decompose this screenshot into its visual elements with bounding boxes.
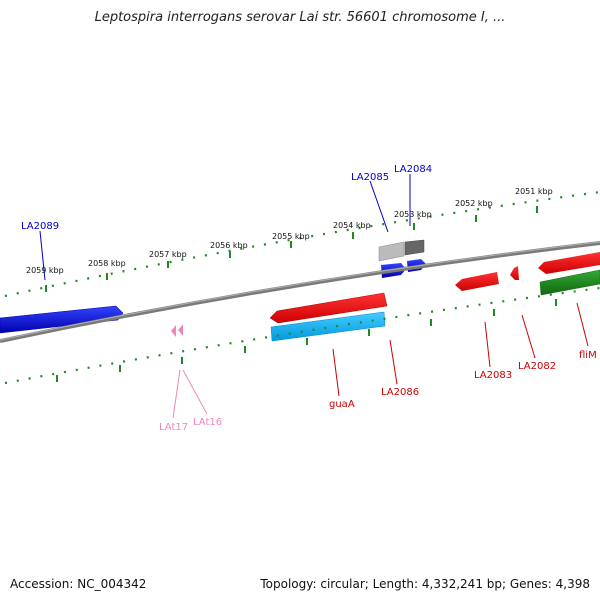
gene-la2082-arrow[interactable] [510,266,519,280]
leader-la2089 [39,230,46,281]
kbp-label-2051: 2051 kbp [515,187,553,196]
trna-lat17-marker[interactable] [171,325,176,337]
gene-label-la2083[interactable]: LA2083 [474,370,512,381]
kbp-label-2057: 2057 kbp [149,250,187,259]
leader-lat17 [172,369,181,419]
leader-la2083 [484,321,491,368]
leader-flim [576,302,589,347]
gene-label-la2084[interactable]: LA2084 [394,164,432,175]
map-title: Leptospira interrogans serovar Lai str. … [94,10,506,25]
leader-guaa [332,348,340,397]
gc-skew-bar-green [539,269,600,296]
genome-backbone [0,241,600,343]
kbp-label-2052: 2052 kbp [455,199,493,208]
gene-label-lat17[interactable]: LAt17 [159,422,188,433]
gene-label-la2082[interactable]: LA2082 [518,361,556,372]
gene-label-flim[interactable]: fliM [579,350,597,361]
genome-summary-text: Topology: circular; Length: 4,332,241 bp… [260,577,590,591]
leader-la2086 [389,339,398,385]
inner-scale-major-ticks [56,299,557,382]
trna-lat16-marker[interactable] [178,324,183,336]
gene-label-la2085[interactable]: LA2085 [351,172,389,183]
kbp-label-2059: 2059 kbp [26,266,64,275]
accession-text: Accession: NC_004342 [10,577,147,591]
kbp-label-2054: 2054 kbp [333,221,371,230]
kbp-label-2056: 2056 kbp [210,241,248,250]
gene-guaa-arrow[interactable] [269,292,388,324]
leader-la2085 [369,180,389,233]
gene-flim-arrow[interactable] [538,252,600,274]
gene-label-la2086[interactable]: LA2086 [381,387,419,398]
leader-lat16 [182,369,208,415]
kbp-label-2058: 2058 kbp [88,259,126,268]
genome-backbone-highlight [0,241,600,341]
leader-la2082 [521,314,536,359]
gene-label-la2089[interactable]: LA2089 [21,221,59,232]
kbp-label-2053: 2053 kbp [394,210,432,219]
kbp-label-2055: 2055 kbp [272,232,310,241]
gray-feature-1 [378,241,405,262]
gene-label-guaa[interactable]: guaA [329,399,355,410]
outer-scale-major-ticks [45,206,538,292]
gene-label-lat16[interactable]: LAt16 [193,417,222,428]
outer-scale-dots [4,190,600,298]
gray-feature-2 [404,239,425,256]
inner-scale-dots [4,286,600,385]
gene-la2083-arrow[interactable] [455,272,499,291]
gc-skew-bar-cyan [270,311,386,342]
